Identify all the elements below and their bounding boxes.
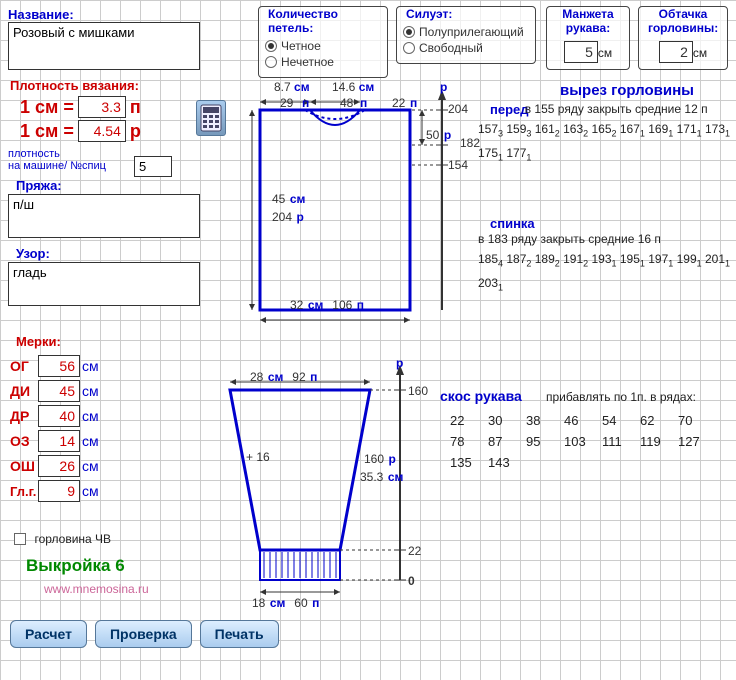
yarn-input[interactable] bbox=[8, 194, 200, 238]
neck-cb-label: горловина ЧВ bbox=[34, 532, 111, 546]
oz-input[interactable] bbox=[38, 430, 80, 452]
di-input[interactable] bbox=[38, 380, 80, 402]
cm-unit: см bbox=[82, 358, 99, 374]
sleeve-rows: 22303846546270788795103111119127135143 bbox=[450, 410, 730, 473]
dr-label: ДР bbox=[10, 408, 38, 424]
radio-checked-icon bbox=[265, 40, 277, 52]
silhouette-free[interactable]: Свободный bbox=[403, 41, 529, 55]
sleeve-bevel-title: скос рукава bbox=[440, 388, 522, 404]
glg-input[interactable] bbox=[38, 480, 80, 502]
silhouette-semi[interactable]: Полуприлегающий bbox=[403, 25, 529, 39]
radio-checked-icon bbox=[403, 26, 415, 38]
name-label: Название: bbox=[8, 7, 74, 22]
og-input[interactable] bbox=[38, 355, 80, 377]
print-button[interactable]: Печать bbox=[200, 620, 279, 648]
stitches-odd[interactable]: Нечетное bbox=[265, 55, 381, 69]
og-label: ОГ bbox=[10, 358, 38, 374]
back-sequence: 1854 1872 1892 1912 1931 1951 1971 1991 … bbox=[478, 248, 734, 297]
density-p-input[interactable] bbox=[78, 96, 126, 118]
calculator-icon[interactable] bbox=[196, 100, 226, 136]
calc-button[interactable]: Расчет bbox=[10, 620, 87, 648]
name-input[interactable] bbox=[8, 22, 200, 70]
neckband-unit: см bbox=[693, 46, 707, 60]
cuff-legend: Манжета рукава: bbox=[553, 7, 623, 35]
osh-input[interactable] bbox=[38, 455, 80, 477]
neckband-input[interactable] bbox=[659, 41, 693, 63]
page-title: Выкройка 6 bbox=[26, 556, 125, 576]
check-button[interactable]: Проверка bbox=[95, 620, 192, 648]
di-label: ДИ bbox=[10, 383, 38, 399]
stitches-even[interactable]: Четное bbox=[265, 39, 381, 53]
glg-label: Гл.г. bbox=[10, 484, 38, 499]
neck-cb[interactable] bbox=[14, 533, 26, 545]
pattern-label: Узор: bbox=[16, 246, 50, 261]
density-r-eq: 1 см = bbox=[20, 121, 74, 142]
radio-icon bbox=[403, 42, 415, 54]
cuff-unit: см bbox=[598, 46, 612, 60]
machine-input[interactable] bbox=[134, 156, 172, 177]
cuff-input[interactable] bbox=[564, 41, 598, 63]
density-label: Плотность вязания: bbox=[10, 78, 139, 93]
oz-label: ОЗ bbox=[10, 433, 38, 449]
osh-label: ОШ bbox=[10, 458, 38, 474]
density-p-eq: 1 см = bbox=[20, 97, 74, 118]
machine-label: плотность на машине/ №спиц bbox=[8, 148, 138, 172]
density-r-unit: р bbox=[130, 121, 141, 142]
sleeve-bevel-instr: прибавлять по 1п. в рядах: bbox=[546, 390, 696, 404]
radio-icon bbox=[265, 56, 277, 68]
neckband-legend: Обтачка горловины: bbox=[645, 7, 721, 35]
stitches-legend: Количество петель: bbox=[265, 7, 381, 35]
density-r-input[interactable] bbox=[78, 120, 126, 142]
site-link[interactable]: www.mnemosina.ru bbox=[44, 582, 149, 596]
silhouette-legend: Силуэт: bbox=[403, 7, 529, 21]
neck-title: вырез горловины bbox=[560, 82, 694, 99]
density-p-unit: п bbox=[130, 97, 141, 118]
front-sequence: 1573 1593 1612 1632 1652 1671 1691 1711 … bbox=[478, 118, 734, 167]
measures-label: Мерки: bbox=[16, 334, 61, 349]
yarn-label: Пряжа: bbox=[16, 178, 62, 193]
back-label: спинка bbox=[490, 216, 535, 231]
dr-input[interactable] bbox=[38, 405, 80, 427]
pattern-input[interactable] bbox=[8, 262, 200, 306]
body-axis bbox=[412, 80, 462, 320]
